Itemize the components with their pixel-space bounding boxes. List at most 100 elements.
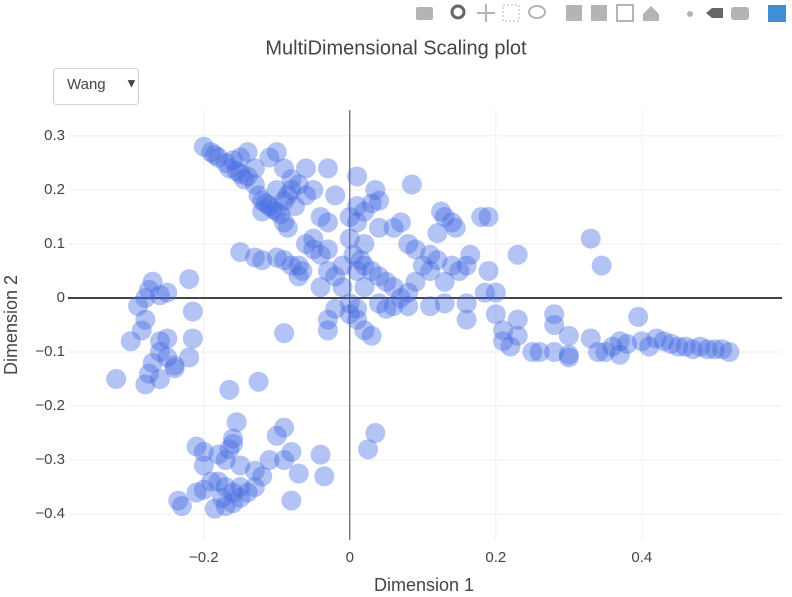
- box-select-button[interactable]: [502, 4, 520, 22]
- point: [456, 293, 477, 314]
- point: [208, 444, 229, 465]
- y-tick-label: −0.3: [35, 451, 65, 468]
- point: [325, 298, 346, 319]
- point: [274, 250, 295, 271]
- point: [317, 212, 338, 233]
- zoom-out-button[interactable]: [591, 5, 607, 21]
- point: [171, 495, 192, 516]
- point: [237, 142, 258, 163]
- point: [456, 255, 477, 276]
- point: [339, 206, 360, 227]
- point: [303, 179, 324, 200]
- point: [106, 369, 127, 390]
- point: [182, 301, 203, 322]
- pan-button[interactable]: [477, 4, 495, 22]
- point: [558, 347, 579, 368]
- point: [266, 142, 287, 163]
- point: [222, 428, 243, 449]
- point: [609, 344, 630, 365]
- point: [339, 228, 360, 249]
- zoom-button[interactable]: [450, 4, 466, 20]
- point: [266, 425, 287, 446]
- hover-closest-button[interactable]: [706, 8, 723, 18]
- point: [182, 328, 203, 349]
- point: [135, 374, 156, 395]
- lasso-button[interactable]: [528, 5, 546, 19]
- dropdown-box[interactable]: [53, 68, 139, 105]
- point: [230, 147, 251, 168]
- point: [230, 477, 251, 498]
- point: [237, 482, 258, 503]
- point: [383, 277, 404, 298]
- point: [668, 336, 689, 357]
- plotly-logo[interactable]: [768, 5, 786, 22]
- point: [310, 244, 331, 265]
- autoscale-button[interactable]: [616, 4, 634, 22]
- point: [149, 331, 170, 352]
- point: [222, 493, 243, 514]
- points: [106, 136, 740, 519]
- point: [179, 269, 200, 290]
- point: [646, 328, 667, 349]
- point: [230, 163, 251, 184]
- spike-button[interactable]: [687, 11, 693, 17]
- point: [135, 287, 156, 308]
- point: [215, 477, 236, 498]
- point: [259, 196, 280, 217]
- point: [628, 306, 649, 327]
- dropdown-label: Wang: [67, 76, 106, 93]
- point: [347, 260, 368, 281]
- point: [332, 277, 353, 298]
- zoom-in-button[interactable]: [566, 5, 582, 21]
- y-axis-title: Dimension 2: [1, 275, 21, 375]
- point: [230, 455, 251, 476]
- reset-button[interactable]: [643, 6, 659, 21]
- point: [580, 228, 601, 249]
- point: [317, 158, 338, 179]
- point: [704, 339, 725, 360]
- y-tick-label: −0.1: [35, 343, 65, 360]
- point: [237, 166, 258, 187]
- point: [347, 309, 368, 330]
- point: [350, 250, 371, 271]
- point: [493, 320, 514, 341]
- point: [339, 304, 360, 325]
- x-tick-label: 0.2: [485, 549, 506, 566]
- point: [558, 325, 579, 346]
- point: [347, 166, 368, 187]
- x-axis-title: Dimension 1: [374, 575, 474, 595]
- point: [420, 296, 441, 317]
- point: [292, 260, 313, 281]
- point: [697, 339, 718, 360]
- snapshot-button[interactable]: [416, 7, 433, 20]
- point: [274, 450, 295, 471]
- zero-lines: [68, 110, 782, 540]
- point: [442, 255, 463, 276]
- point: [266, 247, 287, 268]
- point: [193, 479, 214, 500]
- point: [617, 333, 638, 354]
- point: [347, 212, 368, 233]
- point: [201, 471, 222, 492]
- dropdown[interactable]: Wang ▼: [53, 68, 139, 105]
- point: [310, 206, 331, 227]
- point: [354, 233, 375, 254]
- chart-title: MultiDimensional Scaling plot: [265, 37, 527, 59]
- point: [427, 223, 448, 244]
- point: [274, 158, 295, 179]
- point: [398, 296, 419, 317]
- point: [281, 441, 302, 462]
- point: [347, 298, 368, 319]
- tick-labels: −0.2 0 0.2 0.4 −0.4 −0.3 −0.2 −0.1 0 0.1 0.2 0.3: [35, 127, 652, 566]
- point: [317, 239, 338, 260]
- hover-compare-button[interactable]: [731, 7, 749, 20]
- point: [653, 331, 674, 352]
- point: [149, 342, 170, 363]
- point: [285, 196, 306, 217]
- point: [303, 239, 324, 260]
- point: [149, 369, 170, 390]
- point: [179, 347, 200, 368]
- y-tick-label: −0.2: [35, 397, 65, 414]
- point: [390, 212, 411, 233]
